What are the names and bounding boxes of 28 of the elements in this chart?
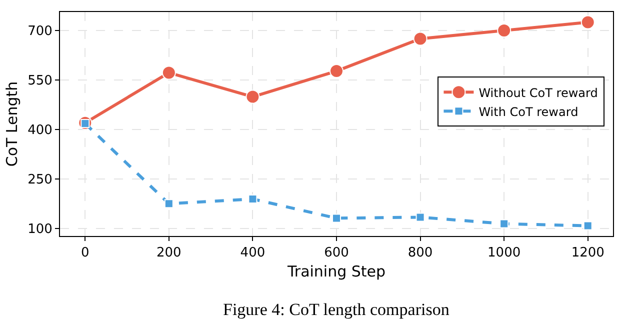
- x-tick-label: 400: [240, 246, 266, 261]
- legend-label: Without CoT reward: [478, 86, 598, 100]
- point: [500, 219, 509, 228]
- x-tick-label: 200: [156, 246, 182, 261]
- point: [583, 221, 592, 230]
- x-tick-label: 1200: [571, 246, 604, 261]
- point: [332, 214, 341, 223]
- x-tick-label: 800: [408, 246, 433, 261]
- point: [246, 90, 260, 104]
- point: [580, 15, 595, 30]
- y-tick-label: 250: [28, 172, 52, 188]
- x-tick-label: 1000: [488, 246, 521, 261]
- x-tick-label: 600: [324, 246, 349, 261]
- y-axis-title: CoT Length: [2, 81, 21, 167]
- point: [413, 32, 428, 46]
- y-tick-label: 700: [28, 24, 52, 40]
- x-axis-title: Training Step: [286, 262, 386, 281]
- point: [162, 66, 176, 80]
- caption: Figure 4: CoT length comparison: [223, 300, 450, 319]
- y-tick-label: 400: [28, 122, 52, 138]
- y-tick-label: 550: [28, 74, 52, 89]
- point: [497, 23, 512, 38]
- point: [330, 64, 344, 78]
- x-tick-label: 0: [81, 246, 90, 261]
- y-tick-label: 100: [28, 222, 52, 237]
- point: [164, 199, 174, 208]
- legend-label: With CoT reward: [478, 104, 578, 119]
- point: [416, 212, 425, 222]
